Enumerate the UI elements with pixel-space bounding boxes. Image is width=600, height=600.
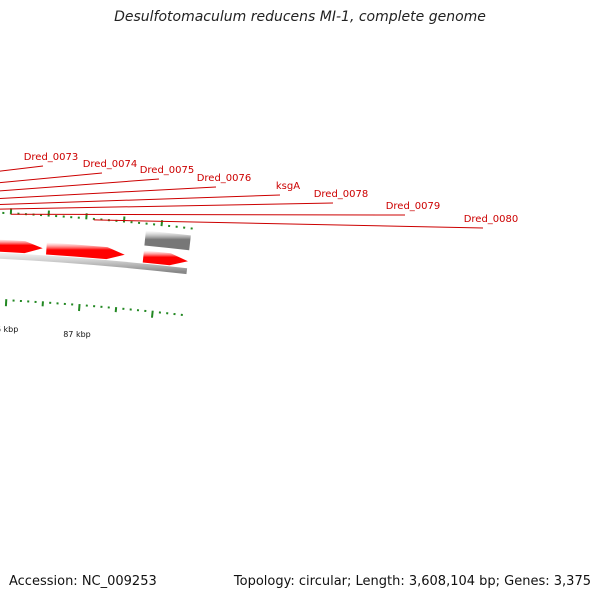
kbp-label: 87 kbp bbox=[63, 330, 91, 339]
outer-tick bbox=[122, 216, 126, 223]
cds-outer-7 bbox=[144, 230, 191, 251]
map-title: Desulfotomaculum reducens MI-1, complete… bbox=[114, 9, 486, 25]
gene-label: Dred_0073 bbox=[24, 152, 79, 163]
gene-label-leader bbox=[0, 202, 334, 210]
gene-label: Dred_0078 bbox=[314, 189, 369, 200]
gene-label: Dred_0076 bbox=[197, 173, 252, 184]
accession-label: Accession: NC_009253 bbox=[9, 574, 157, 589]
inner-tick bbox=[150, 310, 154, 318]
kbp-label: 86 kbp bbox=[0, 325, 18, 334]
gene-label-leader bbox=[10, 213, 406, 216]
genome-summary: Topology: circular; Length: 3,608,104 bp… bbox=[233, 574, 591, 589]
gene-label: Dred_0075 bbox=[140, 165, 195, 176]
gene-label-leader bbox=[0, 194, 281, 206]
gene-label-leader bbox=[0, 178, 160, 192]
inner-tick bbox=[78, 303, 81, 312]
gene-label: Dred_0079 bbox=[386, 201, 441, 212]
gene-label-leader bbox=[0, 165, 44, 172]
cds-forward-8 bbox=[142, 250, 188, 266]
gene-label-leader bbox=[0, 172, 103, 184]
cds-forward-6 bbox=[0, 239, 43, 254]
gene-label: Dred_0074 bbox=[83, 159, 138, 170]
backbone-track bbox=[0, 252, 188, 275]
cds-forward-7 bbox=[46, 242, 125, 260]
gene-label: Dred_0080 bbox=[464, 214, 519, 225]
gene-label-leader bbox=[93, 219, 484, 229]
gene-label: ksgA bbox=[276, 181, 300, 192]
gene-label-leader bbox=[0, 186, 217, 199]
